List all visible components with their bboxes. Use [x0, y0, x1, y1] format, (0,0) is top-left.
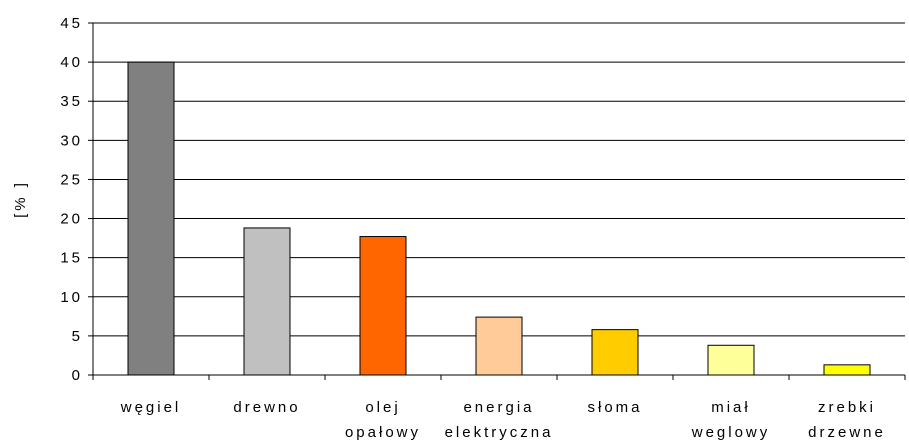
- x-category-label: olej: [365, 399, 400, 416]
- y-tick-label: 15: [60, 250, 83, 267]
- x-category-label: drewno: [233, 399, 300, 416]
- bar: [475, 316, 523, 376]
- x-category-label: opałowy: [345, 424, 421, 441]
- axes: [88, 22, 906, 380]
- y-tick-labels: 0 5 10 15 20 25 30 35 40 45: [60, 15, 83, 384]
- x-category-label: weglowy: [691, 424, 771, 441]
- bar: [127, 61, 175, 376]
- y-tick-label: 25: [60, 171, 83, 188]
- gridlines: [93, 22, 905, 337]
- y-tick-label: 10: [60, 289, 83, 306]
- x-category-label: drzewne: [808, 424, 886, 441]
- x-category-label: energia: [463, 399, 534, 416]
- y-tick-label: 45: [60, 15, 83, 32]
- x-category-label: miał: [711, 399, 751, 416]
- bar: [707, 344, 755, 376]
- y-axis-label: [% ]: [12, 180, 29, 218]
- bar: [359, 236, 407, 376]
- y-tick-label: 30: [60, 132, 83, 149]
- y-tick-label: 40: [60, 54, 83, 71]
- x-category-label: węgiel: [120, 399, 182, 416]
- x-category-labels: węgiel drewno olej opałowy energia elektryczn…: [120, 399, 886, 441]
- y-tick-label: 5: [72, 328, 83, 345]
- bars: [127, 61, 871, 376]
- x-category-label: zrebki: [818, 399, 876, 416]
- bar: [243, 227, 291, 376]
- x-category-label: słoma: [587, 399, 642, 416]
- y-tick-label: 20: [60, 211, 83, 228]
- y-tick-label: 35: [60, 93, 83, 110]
- bar: [823, 364, 871, 376]
- x-category-label: elektryczna: [445, 424, 554, 441]
- bar: [591, 329, 639, 376]
- y-tick-label: 0: [72, 367, 83, 384]
